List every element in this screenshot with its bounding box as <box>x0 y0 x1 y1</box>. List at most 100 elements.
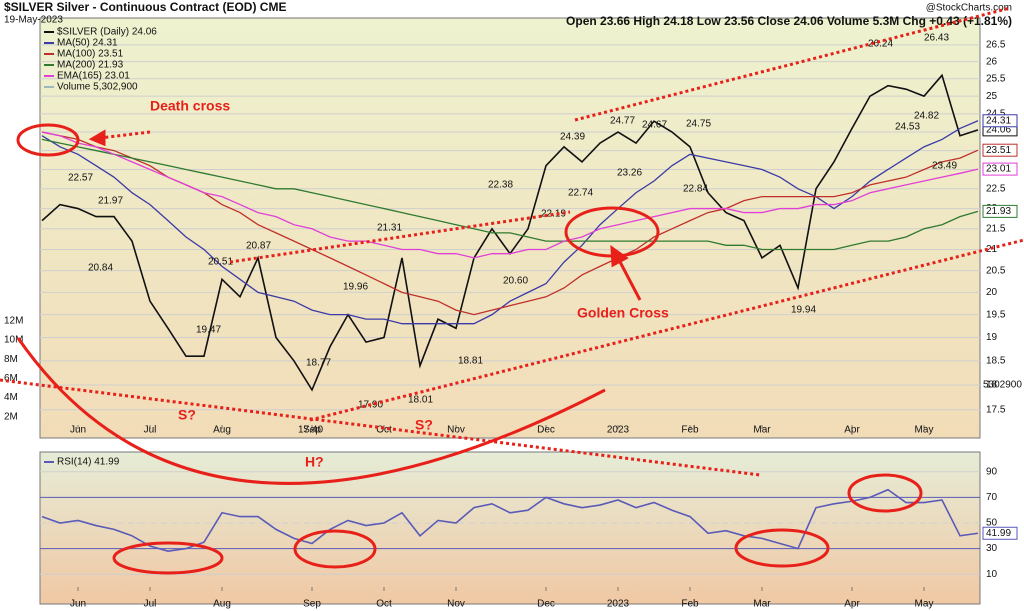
annotation: Death cross <box>150 98 230 114</box>
rsi-panel <box>39 451 981 605</box>
x-tick-label: Apr <box>844 599 860 610</box>
price-label: 24.75 <box>686 119 711 130</box>
annotation: Golden Cross <box>577 305 669 321</box>
price-label: 19.47 <box>196 325 221 336</box>
x-tick-label: Mar <box>753 425 771 436</box>
value-tag: 24.06 <box>986 125 1011 136</box>
x-tick-label: Feb <box>681 425 699 436</box>
legend-label: EMA(165) 23.01 <box>57 71 130 82</box>
x-tick-label: Oct <box>376 425 392 436</box>
price-label: 22.19 <box>541 209 566 220</box>
price-label: 20.84 <box>88 263 113 274</box>
y-tick-label: 25 <box>986 91 998 102</box>
y2-tick-label: 8M <box>4 354 18 365</box>
y-tick-label: 50 <box>986 518 998 529</box>
price-label: 22.74 <box>568 188 593 199</box>
x-tick-label: Mar <box>753 599 771 610</box>
y-tick-label: 90 <box>986 466 998 477</box>
y-tick-label: 19 <box>986 332 998 343</box>
x-tick-label: May <box>915 599 934 610</box>
x-tick-label: Jul <box>144 599 157 610</box>
price-label: 21.97 <box>98 196 123 207</box>
x-tick-label: Jun <box>70 599 86 610</box>
x-tick-label: 2023 <box>607 425 630 436</box>
legend-label: MA(50) 24.31 <box>57 38 118 49</box>
series-line <box>41 138 979 251</box>
annotation-shapes <box>0 6 1024 575</box>
x-tick-label: Aug <box>213 599 231 610</box>
volume-tag: 5302900 <box>983 380 1022 391</box>
annotation: S? <box>178 407 196 423</box>
annotation: S? <box>415 417 433 433</box>
price-label: 19.94 <box>791 305 816 316</box>
x-tick-label: Oct <box>376 599 392 610</box>
legend-label: Volume 5,302,900 <box>57 82 138 93</box>
y-tick-label: 30 <box>986 543 998 554</box>
value-tag-box <box>982 526 1018 540</box>
series-line <box>41 131 979 259</box>
x-tick-label: May <box>915 425 934 436</box>
price-label: 22.84 <box>683 184 708 195</box>
credit: @StockCharts.com <box>926 3 1012 14</box>
x-tick-label: Aug <box>213 425 231 436</box>
price-label: 19.96 <box>343 282 368 293</box>
legend-label: RSI(14) 41.99 <box>57 457 120 468</box>
value-tag-box <box>982 204 1018 218</box>
price-label: 17.40 <box>298 425 323 436</box>
value-tag-box <box>982 162 1018 176</box>
value-tag: 24.31 <box>986 115 1011 126</box>
y-tick-label: 22.5 <box>986 183 1006 194</box>
y2-tick-label: 12M <box>4 315 23 326</box>
y2-tick-label: 10M <box>4 335 23 346</box>
price-label: 26.24 <box>868 39 893 50</box>
price-label: 22.57 <box>68 173 93 184</box>
legend-label: MA(100) 23.51 <box>57 49 124 60</box>
x-tick-label: Apr <box>844 425 860 436</box>
y-tick-label: 20.5 <box>986 265 1006 276</box>
price-label: 24.77 <box>610 116 635 127</box>
y2-tick-label: 2M <box>4 411 18 422</box>
y-tick-label: 21.5 <box>986 223 1006 234</box>
price-label: 26.43 <box>924 33 949 44</box>
price-label: 21.31 <box>377 223 402 234</box>
price-panel <box>39 17 981 439</box>
price-label: 23.49 <box>932 161 957 172</box>
x-tick-label: Jul <box>144 425 157 436</box>
y-tick-label: 70 <box>986 492 998 503</box>
y-tick-label: 10 <box>986 569 998 580</box>
price-label: 22.38 <box>488 180 513 191</box>
x-tick-label: Nov <box>447 599 465 610</box>
value-tag: 41.99 <box>986 528 1011 539</box>
x-tick-label: Jun <box>70 425 86 436</box>
y-tick-label: 17.5 <box>986 404 1006 415</box>
x-tick-label: 2023 <box>607 599 630 610</box>
price-label: 18.01 <box>408 395 433 406</box>
y-tick-label: 24.5 <box>986 109 1006 120</box>
y2-tick-label: 4M <box>4 392 18 403</box>
price-label: 20.87 <box>246 241 271 252</box>
y-tick-label: 19.5 <box>986 309 1006 320</box>
value-tag-box <box>982 143 1018 157</box>
x-tick-label: Feb <box>681 599 699 610</box>
y-tick-label: 26.5 <box>986 40 1006 51</box>
price-label: 24.82 <box>914 111 939 122</box>
price-label: 24.39 <box>560 132 585 143</box>
annotation: H? <box>305 454 324 470</box>
value-tag: 23.51 <box>986 145 1011 156</box>
y-tick-label: 25.5 <box>986 73 1006 84</box>
y-tick-label: 20 <box>986 287 998 298</box>
x-tick-label: Sep <box>303 425 321 436</box>
price-label: 18.77 <box>306 358 331 369</box>
y-tick-label: 18 <box>986 380 998 391</box>
series-line <box>41 120 979 325</box>
legend-label: $SILVER (Daily) 24.06 <box>57 27 157 38</box>
date: 19-May-2023 <box>4 15 63 26</box>
x-tick-label: Dec <box>537 425 555 436</box>
value-tag: 23.01 <box>986 164 1011 175</box>
legend-label: MA(200) 21.93 <box>57 60 124 71</box>
y-tick-label: 26 <box>986 56 998 67</box>
price-label: 24.53 <box>895 122 920 133</box>
x-tick-label: Dec <box>537 599 555 610</box>
x-tick-label: Nov <box>447 425 465 436</box>
